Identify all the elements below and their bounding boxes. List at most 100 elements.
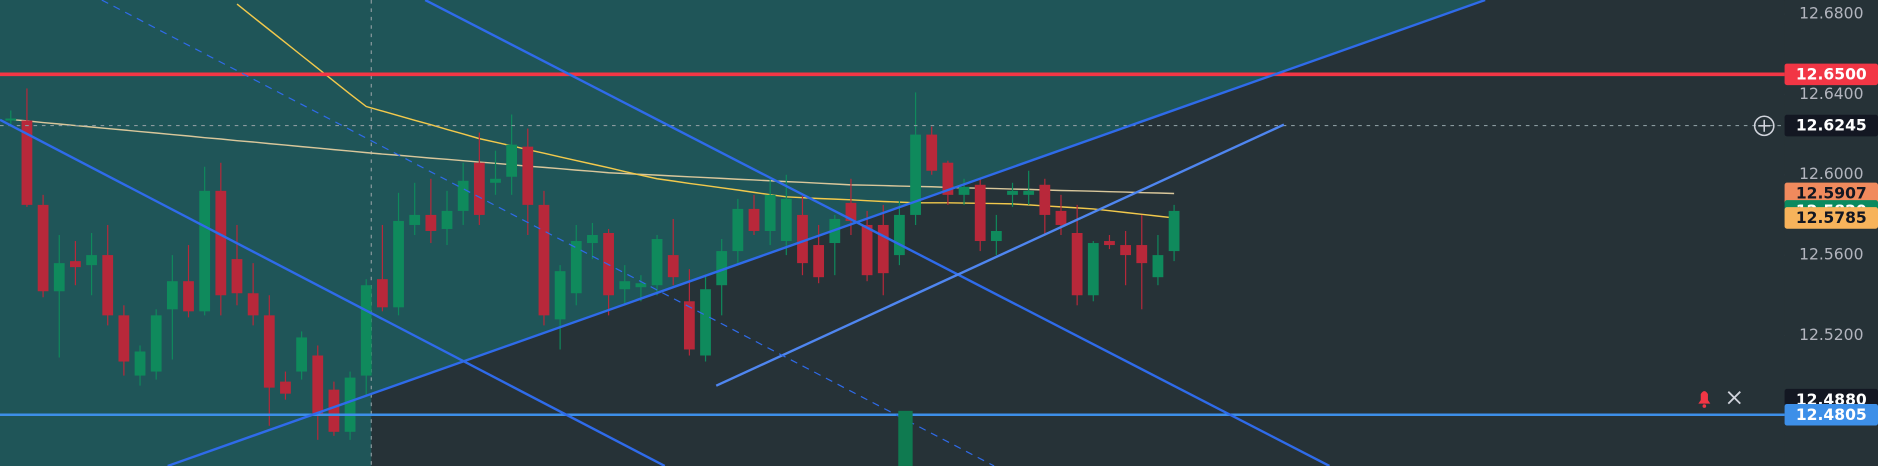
candle-body xyxy=(296,337,307,372)
candle-body xyxy=(1055,210,1067,225)
candle-body xyxy=(102,255,114,316)
candle-body xyxy=(894,214,905,256)
candle-body xyxy=(263,315,275,388)
candle-body xyxy=(813,245,825,278)
candle-body xyxy=(70,261,81,268)
candle-body xyxy=(942,162,954,195)
candle-body xyxy=(700,289,711,356)
candle-body xyxy=(1007,190,1018,195)
candle-body xyxy=(215,190,227,296)
moving-average xyxy=(236,3,1175,219)
axis-layer: 12.6800 12.6400 12.6000 12.5600 12.5200 12.65… xyxy=(1784,5,1878,426)
candle-body xyxy=(1120,245,1132,256)
candle-body xyxy=(716,251,728,286)
candle-body xyxy=(280,381,291,394)
candle-body xyxy=(86,255,97,266)
candle-body xyxy=(134,351,146,376)
candle-body xyxy=(312,355,324,414)
trend-line-dashed[interactable] xyxy=(101,0,995,466)
candle-body xyxy=(1168,210,1180,252)
candle-body xyxy=(199,190,211,312)
trend-line[interactable] xyxy=(715,123,1285,387)
price-label: 12.4805 xyxy=(1796,406,1867,424)
marks-layer xyxy=(0,3,1785,440)
price-label-box xyxy=(1784,207,1878,229)
candle-body xyxy=(37,204,49,292)
candle-body xyxy=(21,120,33,205)
candle-body xyxy=(538,204,550,316)
candle-body xyxy=(780,198,792,242)
trend-line[interactable] xyxy=(0,118,666,466)
candle-body xyxy=(118,315,130,362)
candle-body xyxy=(183,281,194,312)
candle-body xyxy=(1071,233,1083,296)
candle-body xyxy=(1152,255,1164,278)
candle-body xyxy=(732,208,744,252)
candle-body xyxy=(1136,245,1148,264)
close-button[interactable] xyxy=(1727,391,1741,405)
bell-clapper xyxy=(1702,404,1707,408)
candle-body xyxy=(231,259,243,294)
candle-body xyxy=(441,210,453,229)
candle-body xyxy=(409,214,421,225)
price-label-box xyxy=(1784,114,1878,137)
trend-line[interactable] xyxy=(424,0,1331,466)
marker-bar xyxy=(898,410,913,466)
crosshair-plus[interactable] xyxy=(1753,115,1775,137)
candle-body xyxy=(797,214,808,264)
candle-body xyxy=(53,263,65,292)
candle-body xyxy=(425,214,437,231)
y-tick-label: 12.5600 xyxy=(1799,246,1863,264)
trend-line[interactable] xyxy=(167,0,1486,466)
candle-body xyxy=(457,180,469,211)
candle-body xyxy=(522,146,534,205)
candle-body xyxy=(764,194,776,231)
candle-body xyxy=(247,293,259,316)
candle-body xyxy=(490,178,501,183)
candle-body xyxy=(360,285,372,376)
y-tick-label: 12.6800 xyxy=(1799,5,1863,23)
drawings xyxy=(0,0,1486,466)
plus-circle[interactable] xyxy=(1753,115,1775,137)
candle-body xyxy=(5,118,17,121)
price-label: 12.5907 xyxy=(1796,185,1867,203)
price-label: 12.6245 xyxy=(1796,117,1867,135)
candle-body xyxy=(344,377,356,432)
candle-body xyxy=(926,134,938,171)
candle-body xyxy=(587,235,598,244)
candle-body xyxy=(861,224,873,276)
candle-body xyxy=(377,279,388,308)
candle-body xyxy=(506,144,518,177)
candle-body xyxy=(845,202,857,221)
candle-body xyxy=(570,241,582,294)
alert-bell[interactable] xyxy=(1698,391,1711,408)
candle-body xyxy=(877,224,889,274)
price-label-box xyxy=(1784,182,1878,205)
candle-body xyxy=(393,220,404,308)
candle-body xyxy=(1039,184,1051,215)
y-tick-label: 12.5200 xyxy=(1799,326,1863,344)
candle-body xyxy=(1023,190,1035,195)
candle-body xyxy=(473,162,485,215)
candle-body xyxy=(1087,243,1099,296)
price-label-box xyxy=(1784,63,1878,86)
candle-body xyxy=(635,283,647,288)
candle-body xyxy=(166,281,178,310)
candle-body xyxy=(328,389,340,432)
close-x[interactable] xyxy=(1727,391,1741,405)
y-tick-label: 12.6400 xyxy=(1799,85,1863,103)
candle-body xyxy=(554,271,566,320)
candle-body xyxy=(1104,241,1115,246)
bell-icon[interactable] xyxy=(1698,391,1711,404)
price-label: 12.6500 xyxy=(1796,65,1867,83)
candle-body xyxy=(910,134,921,215)
candle-body xyxy=(667,255,679,278)
price-label-box xyxy=(1784,403,1878,426)
candle-body xyxy=(651,239,663,286)
candle-body xyxy=(748,208,760,231)
candle-body xyxy=(150,315,162,372)
candle-body xyxy=(974,184,986,242)
y-tick-label: 12.6000 xyxy=(1799,165,1863,183)
candle-body xyxy=(958,186,970,195)
